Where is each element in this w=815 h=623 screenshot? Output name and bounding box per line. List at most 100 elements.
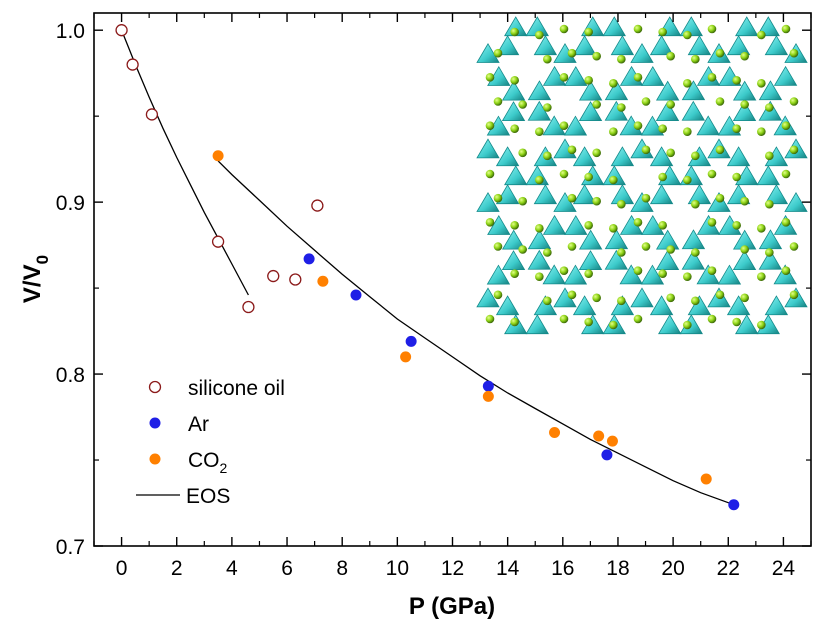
tetrahedron-shape: [764, 184, 789, 205]
tetrahedron-shape: [495, 146, 520, 167]
atom-sphere: [535, 224, 544, 233]
tetrahedron-shape: [687, 184, 712, 205]
atom-sphere: [707, 169, 717, 179]
tetrahedron-shape: [610, 295, 635, 316]
atom-sphere: [781, 218, 791, 227]
atom-sphere: [789, 290, 799, 300]
tetrahedron-shape: [649, 184, 674, 205]
atom-sphere: [617, 54, 626, 64]
atom-sphere: [683, 30, 692, 40]
data-point-co2: [482, 390, 494, 402]
tetrahedron-shape: [533, 295, 558, 316]
tetrahedron-shape: [563, 115, 588, 136]
atom-sphere: [609, 79, 618, 88]
atom-sphere: [633, 218, 643, 227]
eos-fit-line: [217, 160, 735, 506]
atom-sphere: [707, 266, 717, 275]
data-point-silicone-oil: [242, 300, 255, 314]
atom-sphere: [666, 148, 675, 158]
atom-sphere: [789, 242, 799, 251]
atom-sphere: [584, 221, 593, 230]
data-point-co2: [549, 427, 561, 439]
atom-sphere: [789, 48, 799, 58]
tetrahedron-shape: [604, 80, 629, 101]
tetrahedron-shape: [564, 215, 588, 235]
tetrahedron-shape: [726, 146, 751, 167]
data-point-co2: [317, 275, 329, 287]
tetrahedron-shape: [649, 35, 674, 56]
tetrahedron-shape: [602, 16, 626, 37]
atom-sphere: [493, 290, 503, 300]
tetrahedron-shape: [735, 314, 759, 335]
tetrahedron-shape: [630, 287, 654, 308]
data-point-ar: [350, 289, 362, 301]
tetrahedron-shape: [773, 65, 798, 86]
y-tick-label: 0.7: [56, 536, 85, 559]
atom-sphere: [518, 100, 527, 109]
atom-sphere: [732, 76, 741, 85]
atom-sphere: [683, 272, 692, 281]
tetrahedron-shape: [681, 100, 706, 121]
atom-sphere: [559, 73, 569, 82]
atom-sphere: [781, 266, 791, 275]
data-point-silicone-oil: [289, 273, 302, 286]
tetrahedron-shape: [578, 229, 603, 250]
atom-sphere: [666, 100, 675, 109]
atom-sphere: [609, 320, 618, 330]
atom-sphere: [567, 145, 577, 155]
atom-sphere: [740, 293, 749, 303]
data-point-silicone-oil: [126, 58, 139, 71]
atom-sphere: [543, 296, 552, 306]
atom-sphere: [740, 51, 749, 61]
tetrahedron-shape: [735, 16, 759, 37]
atom-sphere: [592, 100, 601, 109]
legend-marker-ar: [149, 417, 161, 429]
x-tick-label: 6: [281, 557, 293, 580]
atom-sphere: [609, 224, 618, 233]
tetrahedron-shape: [610, 146, 635, 167]
tetrahedron-shape: [732, 101, 757, 122]
tetrahedron-shape: [717, 264, 742, 285]
x-tick-label: 24: [772, 557, 796, 580]
atom-sphere: [543, 54, 552, 64]
atom-sphere: [518, 196, 527, 206]
x-tick-label: 16: [551, 557, 574, 580]
atom-sphere: [485, 73, 495, 82]
tetrahedron-shape: [602, 165, 626, 186]
atom-sphere: [707, 73, 717, 82]
tetrahedron-shape: [542, 214, 567, 235]
atom-sphere: [510, 221, 519, 230]
y-axis-title: V/V0: [19, 255, 52, 303]
atom-sphere: [543, 103, 552, 112]
tetrahedron-shape: [572, 146, 597, 167]
legend: silicone oil Ar CO2 EOS: [136, 377, 285, 508]
atom-sphere: [510, 269, 519, 278]
tetrahedron-shape: [696, 214, 721, 235]
legend-label-silicone-oil: silicone oil: [188, 377, 285, 400]
atom-sphere: [633, 266, 643, 275]
atom-sphere: [567, 48, 577, 58]
tetrahedron-shape: [572, 295, 597, 316]
tetrahedron-shape: [681, 80, 706, 101]
tetrahedron-shape: [581, 314, 605, 335]
tetrahedron-shape: [501, 80, 526, 101]
atom-sphere: [584, 317, 593, 327]
atom-sphere: [683, 320, 692, 330]
tetrahedron-shape: [572, 35, 597, 56]
tetrahedron-shape: [476, 43, 500, 63]
atom-sphere: [691, 199, 700, 209]
atom-sphere: [567, 193, 577, 203]
data-point-co2: [606, 435, 618, 447]
data-point-co2: [400, 351, 412, 363]
atom-sphere: [715, 97, 725, 106]
tetrahedron-shape: [533, 35, 558, 56]
atom-sphere: [765, 248, 774, 257]
tetrahedron-shape: [640, 264, 665, 285]
atom-sphere: [584, 172, 593, 182]
tetrahedron-shape: [604, 229, 629, 250]
eos-fit-line: [120, 29, 249, 296]
x-tick-label: 14: [496, 557, 520, 580]
atom-sphere: [518, 148, 527, 158]
tetrahedron-shape: [655, 250, 680, 271]
tetrahedron-shape: [655, 80, 680, 101]
